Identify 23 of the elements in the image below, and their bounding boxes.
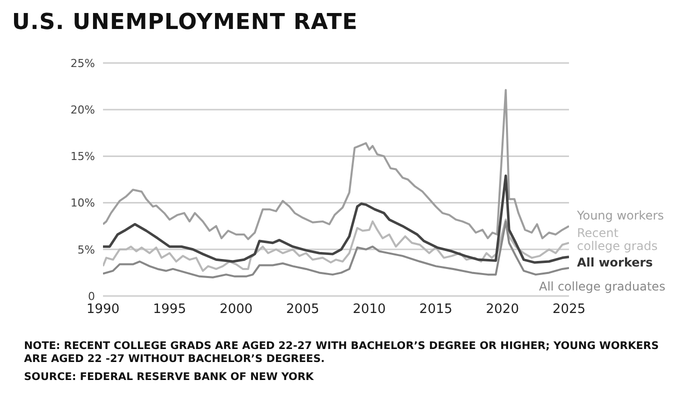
y-tick-label: 25% — [70, 56, 95, 70]
x-tick-label: 2020 — [486, 302, 519, 318]
x-tick-label: 1990 — [86, 302, 120, 318]
series-label: Recent college grads — [577, 226, 659, 253]
x-tick-label: 2010 — [352, 302, 386, 318]
chart-title: U.S. UNEMPLOYMENT RATE — [12, 10, 358, 35]
line-series — [103, 174, 569, 264]
y-tick-label: 0 — [88, 290, 95, 303]
x-tick-label: 1995 — [153, 302, 186, 318]
series-label: Young workers — [577, 208, 664, 223]
x-tick-label: 2015 — [419, 302, 452, 318]
x-tick-label: 2005 — [286, 302, 320, 318]
line-series — [103, 89, 569, 240]
y-tick-label: 15% — [70, 150, 95, 164]
y-tick-label: 20% — [70, 104, 95, 117]
text: NOTE: RECENT COLLEGE GRADS ARE AGED 22-27 WITH BACHELOR’S DEGREE OR HIGHER; YOUNG WORKERS ARE AGED 22 -27 WITHOUT BACHELOR’S DEGREES. — [24, 340, 660, 366]
x-tick-label: 2025 — [552, 302, 586, 318]
x-tick-label: 2000 — [220, 302, 253, 318]
y-tick-label: 10% — [70, 196, 95, 210]
y-tick-label: 5% — [78, 243, 95, 256]
series-label: All college graduates — [539, 280, 666, 294]
series-label: All workers — [577, 255, 653, 270]
source-note: SOURCE: FEDERAL RESERVE BANK OF NEW YORK — [24, 371, 315, 384]
